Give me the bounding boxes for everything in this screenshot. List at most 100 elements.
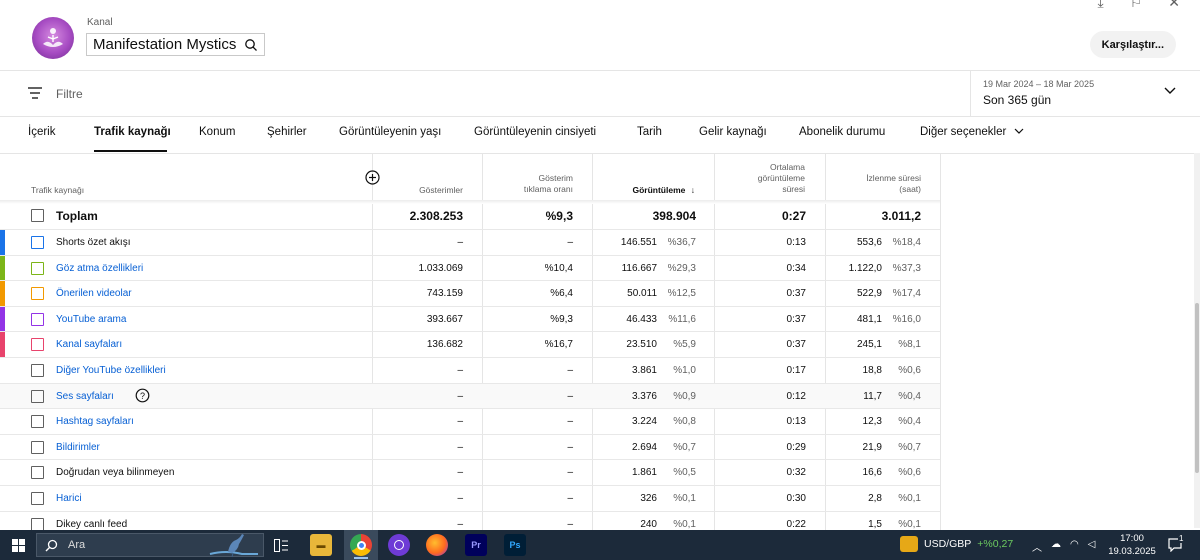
views-cell: 3.861 [631, 365, 657, 376]
header-watch-time[interactable]: İzlenme süresi (saat) [825, 173, 921, 195]
table-row[interactable]: Dikey canlı feed – – 240 %0,1 0:22 1,5 %0,1 [0, 512, 940, 530]
windows-start-icon[interactable] [12, 539, 25, 552]
ticker-change: +%0,27 [977, 538, 1014, 550]
tab-viewer-age[interactable]: Görüntüleyenin yaşı [339, 126, 442, 138]
row-checkbox[interactable] [31, 440, 44, 454]
row-checkbox[interactable] [31, 389, 44, 403]
traffic-source-label[interactable]: Harici [56, 493, 82, 504]
traffic-source-label[interactable]: Bildirimler [56, 441, 100, 453]
traffic-source-label: Doğrudan veya bilinmeyen [56, 467, 175, 479]
traffic-source-label[interactable]: YouTube arama [56, 313, 127, 325]
tab-traffic-source[interactable]: Trafik kaynağı [94, 126, 171, 138]
row-checkbox[interactable] [31, 466, 44, 480]
tab-more-options[interactable]: Diğer seçenekler [920, 126, 1024, 138]
volume-icon[interactable]: ◁ [1087, 539, 1096, 550]
help-icon[interactable]: ? [135, 388, 150, 403]
active-indicator [354, 557, 368, 559]
chrome-icon[interactable] [350, 534, 372, 556]
traffic-source-label[interactable]: Ses sayfaları [56, 390, 114, 402]
tor-browser-icon[interactable] [388, 534, 410, 556]
row-checkbox[interactable] [31, 517, 44, 530]
tab-subscription-status[interactable]: Abonelik durumu [799, 126, 886, 138]
row-checkbox[interactable] [31, 338, 44, 352]
download-icon[interactable]: ⤓ [1097, 0, 1104, 10]
feedback-icon[interactable]: ⚐ [1129, 0, 1143, 10]
channel-selector[interactable]: Manifestation Mystics [86, 33, 266, 56]
table-row[interactable]: YouTube arama 393.667 %9,3 46.433 %11,6 0:37 4… [0, 306, 940, 333]
row-checkbox[interactable] [31, 312, 44, 326]
impressions-cell: – [457, 365, 463, 376]
close-icon[interactable]: ✕ [1168, 0, 1180, 10]
traffic-source-label[interactable]: Göz atma özellikleri [56, 262, 144, 274]
table-row[interactable]: Göz atma özellikleri 1.033.069 %10,4 116.66… [0, 255, 940, 282]
onedrive-icon[interactable]: ☁ [1051, 539, 1061, 550]
tab-date[interactable]: Tarih [637, 126, 662, 138]
header-traffic-source[interactable]: Trafik kaynağı [31, 185, 85, 195]
traffic-source-label[interactable]: Diğer YouTube özellikleri [56, 365, 166, 376]
series-color-stripe [0, 332, 5, 357]
tab-bar: İçerik Trafik kaynağı Konum Şehirler Gör… [0, 117, 1200, 153]
notification-center-icon[interactable]: 1 [1168, 534, 1185, 557]
impressions-cell: 393.667 [426, 313, 463, 325]
row-checkbox[interactable] [31, 492, 44, 505]
ctr-cell: – [567, 441, 573, 453]
row-checkbox[interactable] [31, 364, 44, 377]
row-checkbox[interactable] [31, 261, 44, 275]
add-metric-icon[interactable] [365, 170, 380, 185]
filter-icon[interactable] [27, 86, 43, 100]
header-ctr-line2: tıklama oranı [523, 184, 573, 194]
tab-content[interactable]: İçerik [28, 126, 56, 138]
table-row[interactable]: Kanal sayfaları 136.682 %16,7 23.510 %5,9 0:3… [0, 332, 940, 358]
firefox-icon[interactable] [426, 534, 448, 556]
impressions-cell: – [457, 518, 463, 530]
traffic-source-label[interactable]: Önerilen videolar [56, 288, 132, 300]
watch-time-cell: 2,8 [868, 493, 882, 504]
tab-revenue-source[interactable]: Gelir kaynağı [699, 126, 767, 138]
views-percent-cell: %36,7 [667, 237, 696, 248]
table-row[interactable]: Önerilen videolar 743.159 %6,4 50.011 %12,5 0… [0, 281, 940, 307]
row-checkbox[interactable] [31, 287, 44, 301]
table-row[interactable]: Hashtag sayfaları – – 3.224 %0,8 0:13 12,3 %0,4 [0, 409, 940, 435]
total-checkbox[interactable] [31, 209, 44, 222]
filter-input[interactable]: Filtre [56, 87, 83, 101]
traffic-source-label: Dikey canlı feed [56, 518, 128, 530]
task-view-icon[interactable] [274, 539, 288, 552]
traffic-source-label[interactable]: Hashtag sayfaları [56, 416, 134, 428]
search-icon[interactable] [244, 38, 258, 52]
table-row[interactable]: Doğrudan veya bilinmeyen – – 1.861 %0,5 0:32 1… [0, 460, 940, 486]
table-row[interactable]: Diğer YouTube özellikleri – – 3.861 %1,0 0:17… [0, 358, 940, 384]
tab-viewer-gender[interactable]: Görüntüleyenin cinsiyeti [474, 126, 597, 138]
row-checkbox[interactable] [31, 236, 44, 249]
header-avg-view-duration[interactable]: Ortalama görüntüleme süresi [714, 162, 805, 195]
watch-time-percent-cell: %37,3 [892, 262, 921, 274]
header-ctr[interactable]: Gösterim tıklama oranı [482, 173, 573, 195]
premiere-pro-icon[interactable]: Pr [465, 534, 487, 556]
tab-location[interactable]: Konum [199, 126, 236, 138]
wifi-icon[interactable]: ◠ [1070, 539, 1079, 550]
clock[interactable]: 17:00 19.03.2025 [1108, 532, 1156, 558]
heron-highlight-icon[interactable] [206, 532, 262, 558]
date-range-selector[interactable]: 19 Mar 2024 – 18 Mar 2025 Son 365 gün [970, 71, 1200, 116]
photoshop-icon[interactable]: Ps [504, 534, 526, 556]
row-checkbox[interactable] [31, 415, 44, 429]
watch-time-percent-cell: %0,7 [898, 441, 921, 453]
table-row[interactable]: Harici – – 326 %0,1 0:30 2,8 %0,1 [0, 486, 940, 512]
compare-button[interactable]: Karşılaştır... [1089, 31, 1176, 58]
header-impressions[interactable]: Gösterimler [419, 185, 463, 195]
table-row[interactable]: Shorts özet akışı – – 146.551 %36,7 0:13 553,6… [0, 230, 940, 256]
stock-ticker[interactable]: USD/GBP +%0,27 [900, 536, 1013, 552]
table-row[interactable]: Ses sayfaları? – – 3.376 %0,9 0:12 11,7 %0,4 [0, 383, 940, 410]
chevron-up-icon[interactable]: ︿ [1032, 543, 1042, 554]
header-views[interactable]: Görüntüleme ↓ [592, 185, 695, 196]
scrollbar-thumb[interactable] [1195, 303, 1199, 473]
table-row[interactable]: Bildirimler – – 2.694 %0,7 0:29 21,9 %0,7 [0, 435, 940, 461]
watch-time-percent-cell: %18,4 [892, 237, 921, 248]
tab-cities[interactable]: Şehirler [267, 126, 307, 138]
scrollbar[interactable] [1194, 153, 1200, 528]
watch-time-percent-cell: %8,1 [898, 339, 921, 351]
views-cell: 146.551 [620, 237, 657, 248]
sort-arrow-icon: ↓ [690, 185, 695, 195]
traffic-source-label[interactable]: Kanal sayfaları [56, 339, 123, 351]
file-explorer-icon[interactable]: ▬ [310, 534, 332, 556]
clock-time: 17:00 [1120, 533, 1144, 544]
